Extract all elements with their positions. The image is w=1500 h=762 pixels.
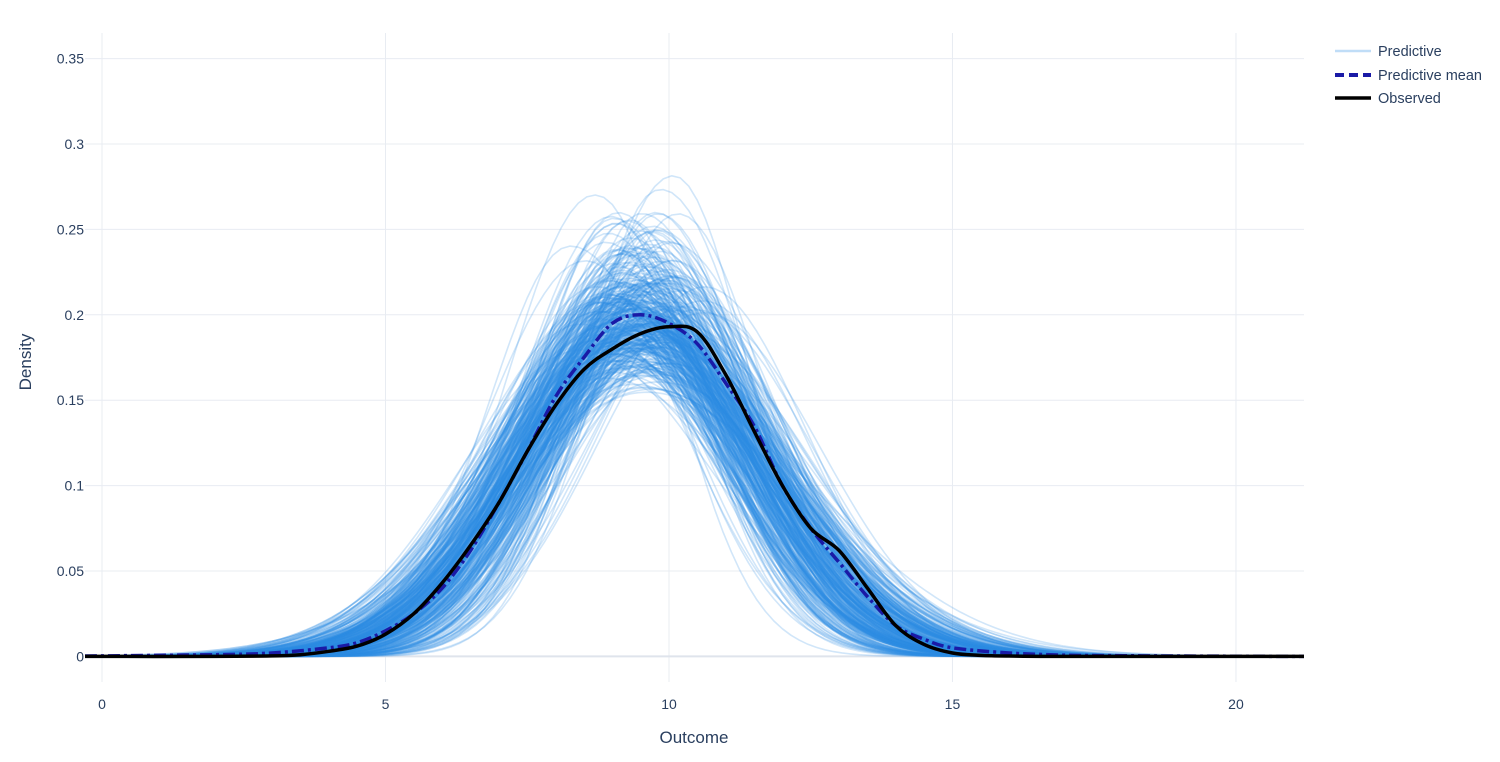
predictive-draw-line: [85, 381, 1302, 658]
x-tick-label: 10: [661, 696, 677, 712]
legend-label-predictive: Predictive: [1378, 44, 1442, 60]
legend-item-predictive-mean[interactable]: Predictive mean: [1335, 68, 1482, 84]
predictive-draw-line: [85, 247, 1302, 658]
predictive-draw-line: [85, 386, 1302, 658]
x-tick-label: 20: [1228, 696, 1244, 712]
legend[interactable]: Predictive Predictive mean Observed: [1335, 44, 1482, 107]
observed-line: [84, 324, 1304, 659]
predictive-draw-line: [85, 368, 1302, 658]
y-tick-label: 0.05: [57, 563, 84, 579]
x-tick-label: 5: [382, 696, 390, 712]
y-tick-label: 0.25: [57, 221, 84, 237]
predictive-draw-line: [85, 363, 1302, 658]
predictive-mean-line: [84, 313, 1305, 659]
y-tick-label: 0.3: [65, 136, 85, 152]
x-tick-label: 0: [98, 696, 106, 712]
y-tick-label: 0.15: [57, 392, 84, 408]
y-tick-label: 0: [76, 648, 84, 664]
legend-label-observed: Observed: [1378, 91, 1441, 107]
predictive-draw-line: [85, 387, 1302, 658]
y-tick-label: 0.35: [57, 51, 84, 67]
x-axis-title: Outcome: [660, 728, 729, 747]
summary-lines: [84, 313, 1305, 659]
legend-item-predictive[interactable]: Predictive: [1335, 44, 1442, 60]
y-axis-title: Density: [16, 333, 35, 390]
x-tick-label: 15: [945, 696, 961, 712]
tick-labels: 0 5 10 15 20 0 0.05 0.1 0.15 0.2 0.25 0.3 0.35: [57, 51, 1244, 712]
predictive-draw-line: [85, 188, 1302, 658]
predictive-draw-line: [85, 247, 1302, 658]
legend-label-predictive-mean: Predictive mean: [1378, 68, 1482, 84]
legend-item-observed[interactable]: Observed: [1335, 91, 1441, 107]
y-tick-label: 0.2: [65, 307, 85, 323]
predictive-draws: [84, 175, 1302, 658]
predictive-draw-line: [85, 391, 1302, 658]
y-tick-label: 0.1: [65, 478, 85, 494]
